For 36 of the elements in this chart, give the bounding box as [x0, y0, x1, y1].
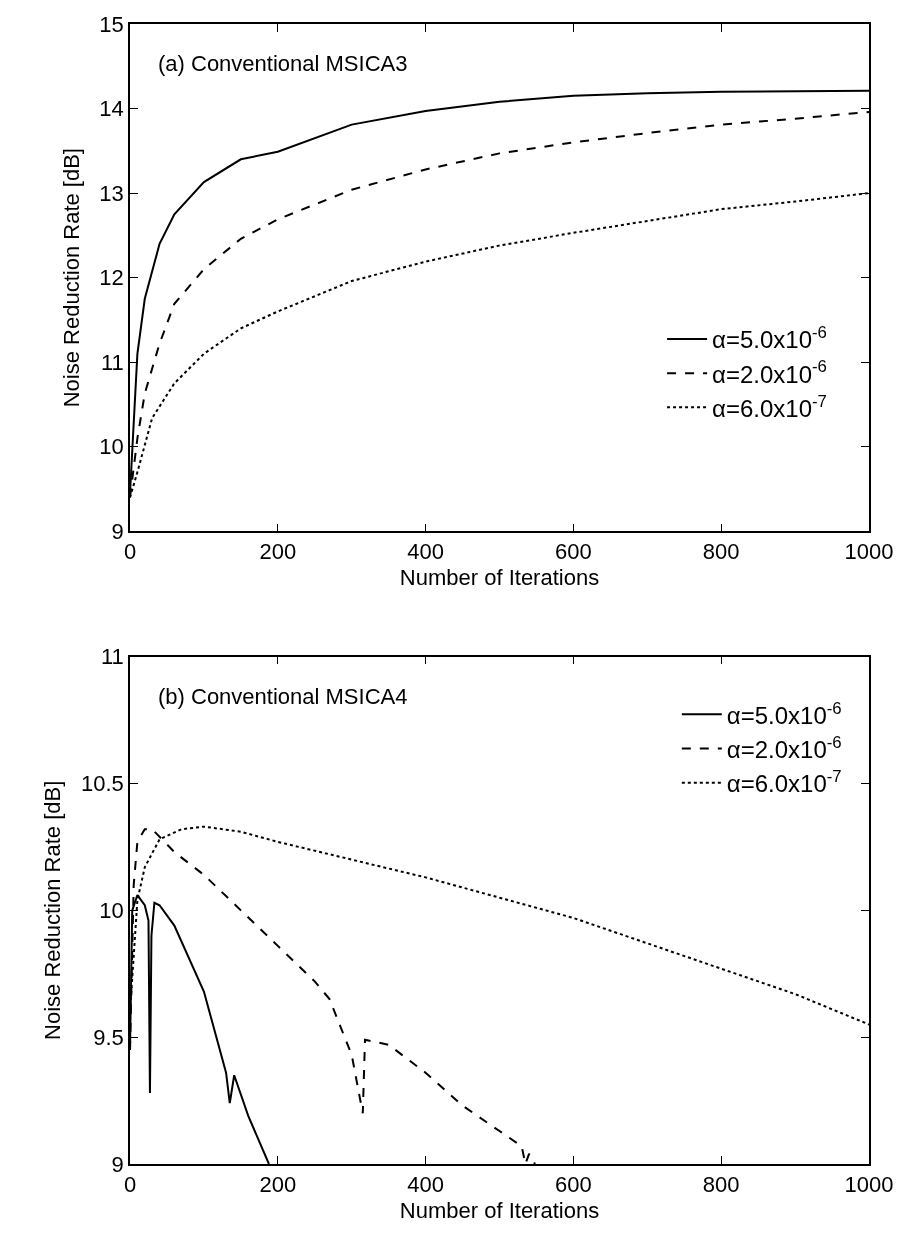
y-tick-label: 9	[111, 519, 124, 544]
x-tick-label: 800	[702, 1172, 740, 1198]
y-tick-label: 9	[111, 1151, 124, 1177]
y-tick-label: 10	[99, 434, 124, 460]
y-tick-label: 12	[99, 265, 124, 291]
legend-label: α=5.0x10$^{-6}$	[726, 698, 842, 729]
text: (a) Conventional MSICA3	[158, 51, 408, 76]
legend-label: α=5.0x10$^{-6}$	[712, 323, 827, 354]
y-tick-label: 13	[99, 180, 124, 206]
x-tick-label: 200	[259, 539, 297, 565]
y-tick-label: 11	[101, 644, 124, 670]
y-tick-label: 10.5	[81, 771, 124, 797]
legend-label: α=2.0x10$^{-6}$	[726, 732, 842, 763]
x-tick-label: 0	[123, 1172, 137, 1198]
x-tick-label: 600	[555, 539, 592, 565]
legend-label: α=2.0x10$^{-6}$	[712, 357, 827, 388]
y-tick-label: 14	[99, 96, 124, 122]
y-tick-label: 9.5	[93, 1024, 124, 1050]
legend-label: α=6.0x10$^{-7}$	[712, 391, 827, 422]
x-tick-label: 1000	[844, 539, 894, 565]
x-tick-label: 200	[259, 1172, 297, 1198]
y-tick-label: 15	[99, 11, 124, 37]
x-tick-label: 400	[407, 539, 444, 565]
text: (b) Conventional MSICA4	[158, 684, 408, 709]
x-tick-label: 600	[555, 1172, 592, 1198]
y-axis-title: Noise Reduction Rate [dB]	[58, 148, 84, 408]
x-axis-title: Number of Iterations	[399, 1197, 600, 1223]
y-axis-title: Noise Reduction Rate [dB]	[40, 780, 66, 1040]
x-tick-label: 0	[123, 539, 137, 565]
y-tick-label: 11	[101, 349, 124, 375]
x-tick-label: 400	[407, 1172, 444, 1198]
y-tick-label: 10	[99, 898, 124, 924]
x-tick-label: 1000	[844, 1172, 894, 1198]
x-tick-label: 800	[702, 539, 740, 565]
x-axis-title: Number of Iterations	[399, 564, 600, 590]
legend-label: α=6.0x10$^{-7}$	[726, 766, 842, 798]
